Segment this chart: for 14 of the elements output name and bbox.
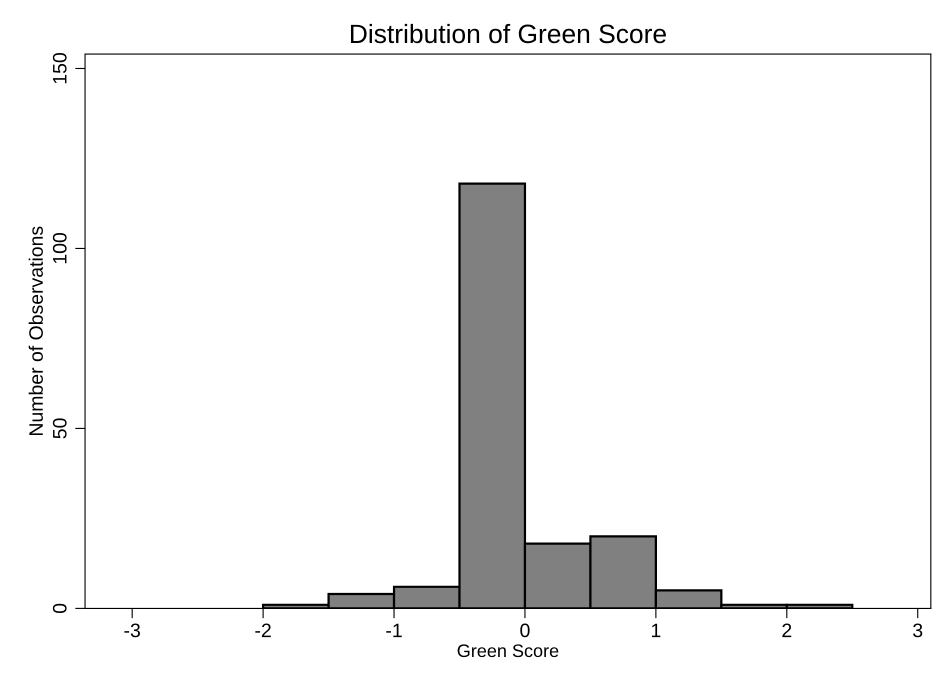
x-tick-label: 3	[913, 623, 922, 638]
y-axis-title: Number of Observations	[28, 226, 43, 436]
chart-title: Distribution of Green Score	[350, 24, 666, 44]
x-tick-label: 0	[520, 623, 530, 638]
x-tick-label: 1	[652, 624, 660, 638]
x-tick-label: -1	[386, 624, 402, 638]
x-tick-label: -2	[255, 623, 271, 638]
y-tick-label: 100	[52, 232, 67, 264]
y-tick-label: 0	[52, 604, 67, 614]
x-tick-label: -3	[124, 623, 140, 638]
y-tick-label: 50	[52, 418, 67, 438]
x-tick-label: 2	[782, 623, 792, 638]
y-tick-label: 150	[52, 53, 67, 84]
x-axis-title: Green Score	[458, 644, 558, 658]
